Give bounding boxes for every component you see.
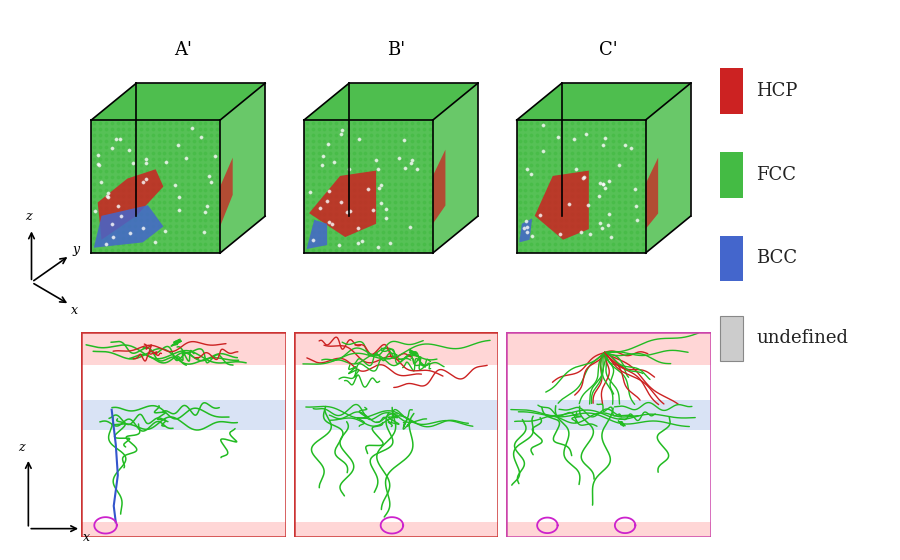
Bar xyxy=(507,332,711,365)
Bar xyxy=(507,522,711,536)
Polygon shape xyxy=(519,218,532,242)
Polygon shape xyxy=(98,169,164,240)
Polygon shape xyxy=(433,150,446,224)
Text: FCC: FCC xyxy=(756,166,796,184)
Polygon shape xyxy=(220,157,233,226)
Text: y: y xyxy=(72,243,79,256)
Bar xyxy=(81,332,285,365)
Polygon shape xyxy=(304,120,433,253)
Title: B': B' xyxy=(387,40,405,59)
FancyBboxPatch shape xyxy=(721,68,743,114)
Text: x: x xyxy=(83,531,90,544)
FancyBboxPatch shape xyxy=(721,316,743,361)
Bar xyxy=(81,522,285,536)
Text: BCC: BCC xyxy=(756,250,797,268)
Polygon shape xyxy=(433,83,478,253)
Polygon shape xyxy=(535,171,589,240)
Polygon shape xyxy=(645,83,690,253)
Polygon shape xyxy=(91,120,220,253)
FancyBboxPatch shape xyxy=(721,236,743,281)
Bar xyxy=(507,399,711,430)
Polygon shape xyxy=(307,220,328,249)
Polygon shape xyxy=(645,157,658,229)
Polygon shape xyxy=(94,205,164,248)
Title: C': C' xyxy=(599,40,618,59)
Polygon shape xyxy=(517,120,645,253)
Text: HCP: HCP xyxy=(756,82,797,100)
Title: A': A' xyxy=(175,40,193,59)
Bar xyxy=(293,399,499,430)
Polygon shape xyxy=(91,83,266,120)
FancyBboxPatch shape xyxy=(721,152,743,198)
Bar xyxy=(293,522,499,536)
Text: undefined: undefined xyxy=(756,329,849,347)
Polygon shape xyxy=(309,171,376,237)
Polygon shape xyxy=(517,83,690,120)
Text: x: x xyxy=(71,304,78,316)
Text: z: z xyxy=(25,209,32,222)
Text: z: z xyxy=(18,441,25,454)
Bar xyxy=(81,399,285,430)
Bar xyxy=(293,332,499,365)
Polygon shape xyxy=(304,83,478,120)
Polygon shape xyxy=(220,83,266,253)
